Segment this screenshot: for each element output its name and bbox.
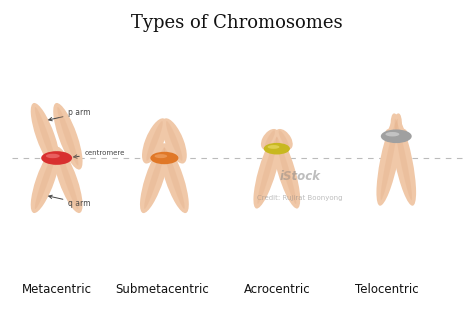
Text: centromere: centromere	[73, 150, 125, 158]
Ellipse shape	[275, 129, 293, 150]
Ellipse shape	[272, 132, 300, 209]
Ellipse shape	[146, 121, 163, 161]
Ellipse shape	[31, 103, 60, 170]
Ellipse shape	[53, 146, 82, 213]
Ellipse shape	[385, 128, 400, 135]
Ellipse shape	[394, 130, 406, 133]
Ellipse shape	[57, 107, 79, 166]
Ellipse shape	[140, 143, 169, 213]
Ellipse shape	[31, 146, 60, 213]
Ellipse shape	[150, 152, 178, 164]
Ellipse shape	[162, 118, 187, 164]
Ellipse shape	[35, 107, 56, 166]
Ellipse shape	[257, 137, 278, 204]
Ellipse shape	[268, 145, 280, 149]
Ellipse shape	[393, 128, 407, 135]
Ellipse shape	[254, 132, 282, 209]
Ellipse shape	[160, 143, 189, 213]
Ellipse shape	[276, 137, 296, 204]
Ellipse shape	[381, 130, 412, 143]
Ellipse shape	[35, 150, 56, 209]
Ellipse shape	[142, 118, 167, 164]
Text: iStock: iStock	[280, 170, 321, 183]
Text: Types of Chromosomes: Types of Chromosomes	[131, 14, 343, 32]
Text: q arm: q arm	[49, 195, 91, 208]
Ellipse shape	[394, 119, 412, 200]
Ellipse shape	[57, 150, 79, 209]
Text: p arm: p arm	[49, 108, 91, 121]
Text: Acrocentric: Acrocentric	[244, 283, 310, 296]
Text: Telocentric: Telocentric	[355, 283, 419, 296]
Ellipse shape	[53, 103, 82, 170]
Ellipse shape	[166, 121, 182, 161]
Ellipse shape	[386, 130, 399, 133]
Text: Credit: Rujirat Boonyong: Credit: Rujirat Boonyong	[257, 195, 343, 201]
Ellipse shape	[261, 129, 279, 150]
Ellipse shape	[391, 113, 416, 206]
Ellipse shape	[376, 113, 402, 206]
Ellipse shape	[264, 130, 275, 149]
Ellipse shape	[164, 148, 185, 209]
Ellipse shape	[385, 132, 400, 137]
Ellipse shape	[381, 119, 398, 200]
Ellipse shape	[264, 143, 290, 155]
Text: Submetacentric: Submetacentric	[115, 283, 209, 296]
Ellipse shape	[279, 130, 289, 149]
Ellipse shape	[144, 148, 165, 209]
Ellipse shape	[46, 154, 60, 158]
Text: Metacentric: Metacentric	[22, 283, 91, 296]
Ellipse shape	[155, 154, 167, 158]
Ellipse shape	[41, 151, 72, 165]
